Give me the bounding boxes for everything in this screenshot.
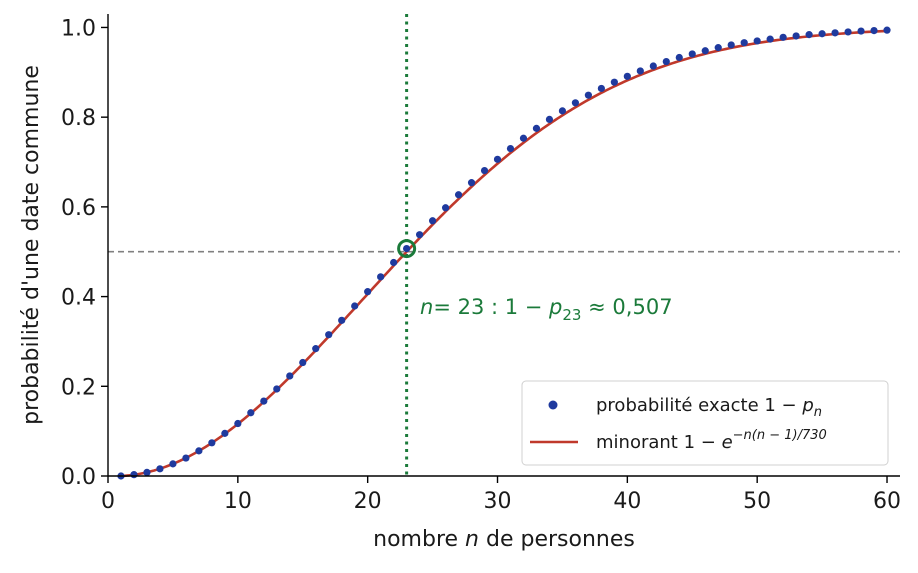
y-tick-label-0.2: 0.2 [61, 375, 96, 400]
data-point [428, 217, 437, 225]
y-tick-label-0.8: 0.8 [61, 106, 96, 131]
data-point [364, 288, 372, 296]
data-point [467, 179, 476, 187]
data-point [299, 358, 307, 367]
data-point [221, 429, 229, 437]
y-axis-label: probabilité d'une date commune [19, 65, 44, 425]
data-point [766, 35, 774, 43]
y-tick-label-1.0: 1.0 [61, 16, 96, 41]
data-point [377, 273, 385, 281]
data-point [883, 26, 891, 34]
data-point [247, 409, 255, 417]
data-point [532, 124, 541, 132]
data-point [208, 439, 216, 447]
data-point [506, 144, 515, 153]
data-point [441, 204, 450, 212]
data-point [831, 29, 839, 37]
data-point [623, 72, 631, 80]
data-point [870, 26, 878, 35]
data-point [403, 244, 411, 253]
data-point [416, 231, 424, 239]
x-tick-label-50: 50 [743, 489, 771, 514]
data-point [610, 78, 618, 86]
data-point [286, 372, 294, 380]
data-point [584, 91, 592, 99]
legend-box [521, 380, 889, 466]
data-point [597, 84, 605, 93]
legend: probabilité exacte 1 − pn minorant 1 − e… [521, 380, 889, 466]
data-point [714, 44, 722, 52]
data-point [480, 166, 489, 175]
y-axis-ticks: 0.0 0.2 0.4 0.6 0.8 1.0 [61, 16, 108, 490]
data-point [454, 191, 463, 199]
legend-marker-exact [548, 400, 558, 410]
data-point [338, 316, 346, 324]
data-point [143, 468, 151, 477]
data-point [234, 419, 242, 428]
data-point [545, 115, 554, 124]
data-point [182, 454, 190, 462]
data-point [493, 155, 502, 163]
data-point [351, 302, 359, 310]
data-point [195, 447, 203, 455]
data-point [130, 471, 138, 479]
data-point [727, 41, 735, 49]
data-point [390, 258, 398, 267]
x-axis-label: nombre n de personnes [373, 527, 635, 552]
data-point [571, 99, 580, 107]
x-tick-label-0: 0 [101, 489, 115, 514]
data-point [156, 465, 164, 473]
n23-annotation: n= 23 : 1 − p23 ≈ 0,507 [420, 295, 673, 324]
data-point [844, 28, 852, 36]
x-tick-label-10: 10 [224, 489, 252, 514]
data-point [805, 31, 813, 39]
legend-label-lower: minorant 1 − e−n(n − 1)/730 [596, 428, 827, 453]
data-point [273, 385, 281, 393]
legend-label-exact: probabilité exacte 1 − pn [596, 395, 822, 420]
data-point [662, 57, 670, 66]
exact-probability-points [117, 26, 891, 480]
data-point [779, 33, 787, 41]
data-point [792, 32, 800, 40]
data-point [675, 53, 683, 62]
data-point [636, 67, 644, 75]
data-point [857, 27, 865, 35]
data-point [260, 397, 268, 405]
data-point [169, 460, 177, 468]
y-tick-label-0.6: 0.6 [61, 196, 96, 221]
n23-highlight-marker [397, 239, 417, 259]
data-point [688, 50, 696, 58]
data-point [818, 30, 826, 38]
y-tick-label-0.0: 0.0 [61, 465, 96, 490]
x-tick-label-40: 40 [613, 489, 641, 514]
data-point [753, 37, 761, 45]
x-tick-label-30: 30 [484, 489, 512, 514]
data-point [701, 47, 709, 55]
x-tick-label-60: 60 [873, 489, 901, 514]
x-tick-label-20: 20 [354, 489, 382, 514]
y-tick-label-0.4: 0.4 [61, 286, 96, 311]
x-axis-ticks: 0 10 20 30 40 50 60 [101, 476, 901, 514]
data-point [312, 345, 320, 353]
data-point [325, 331, 333, 339]
data-point [519, 134, 528, 142]
data-point [740, 39, 748, 47]
data-point [558, 107, 567, 115]
data-point [649, 62, 657, 70]
